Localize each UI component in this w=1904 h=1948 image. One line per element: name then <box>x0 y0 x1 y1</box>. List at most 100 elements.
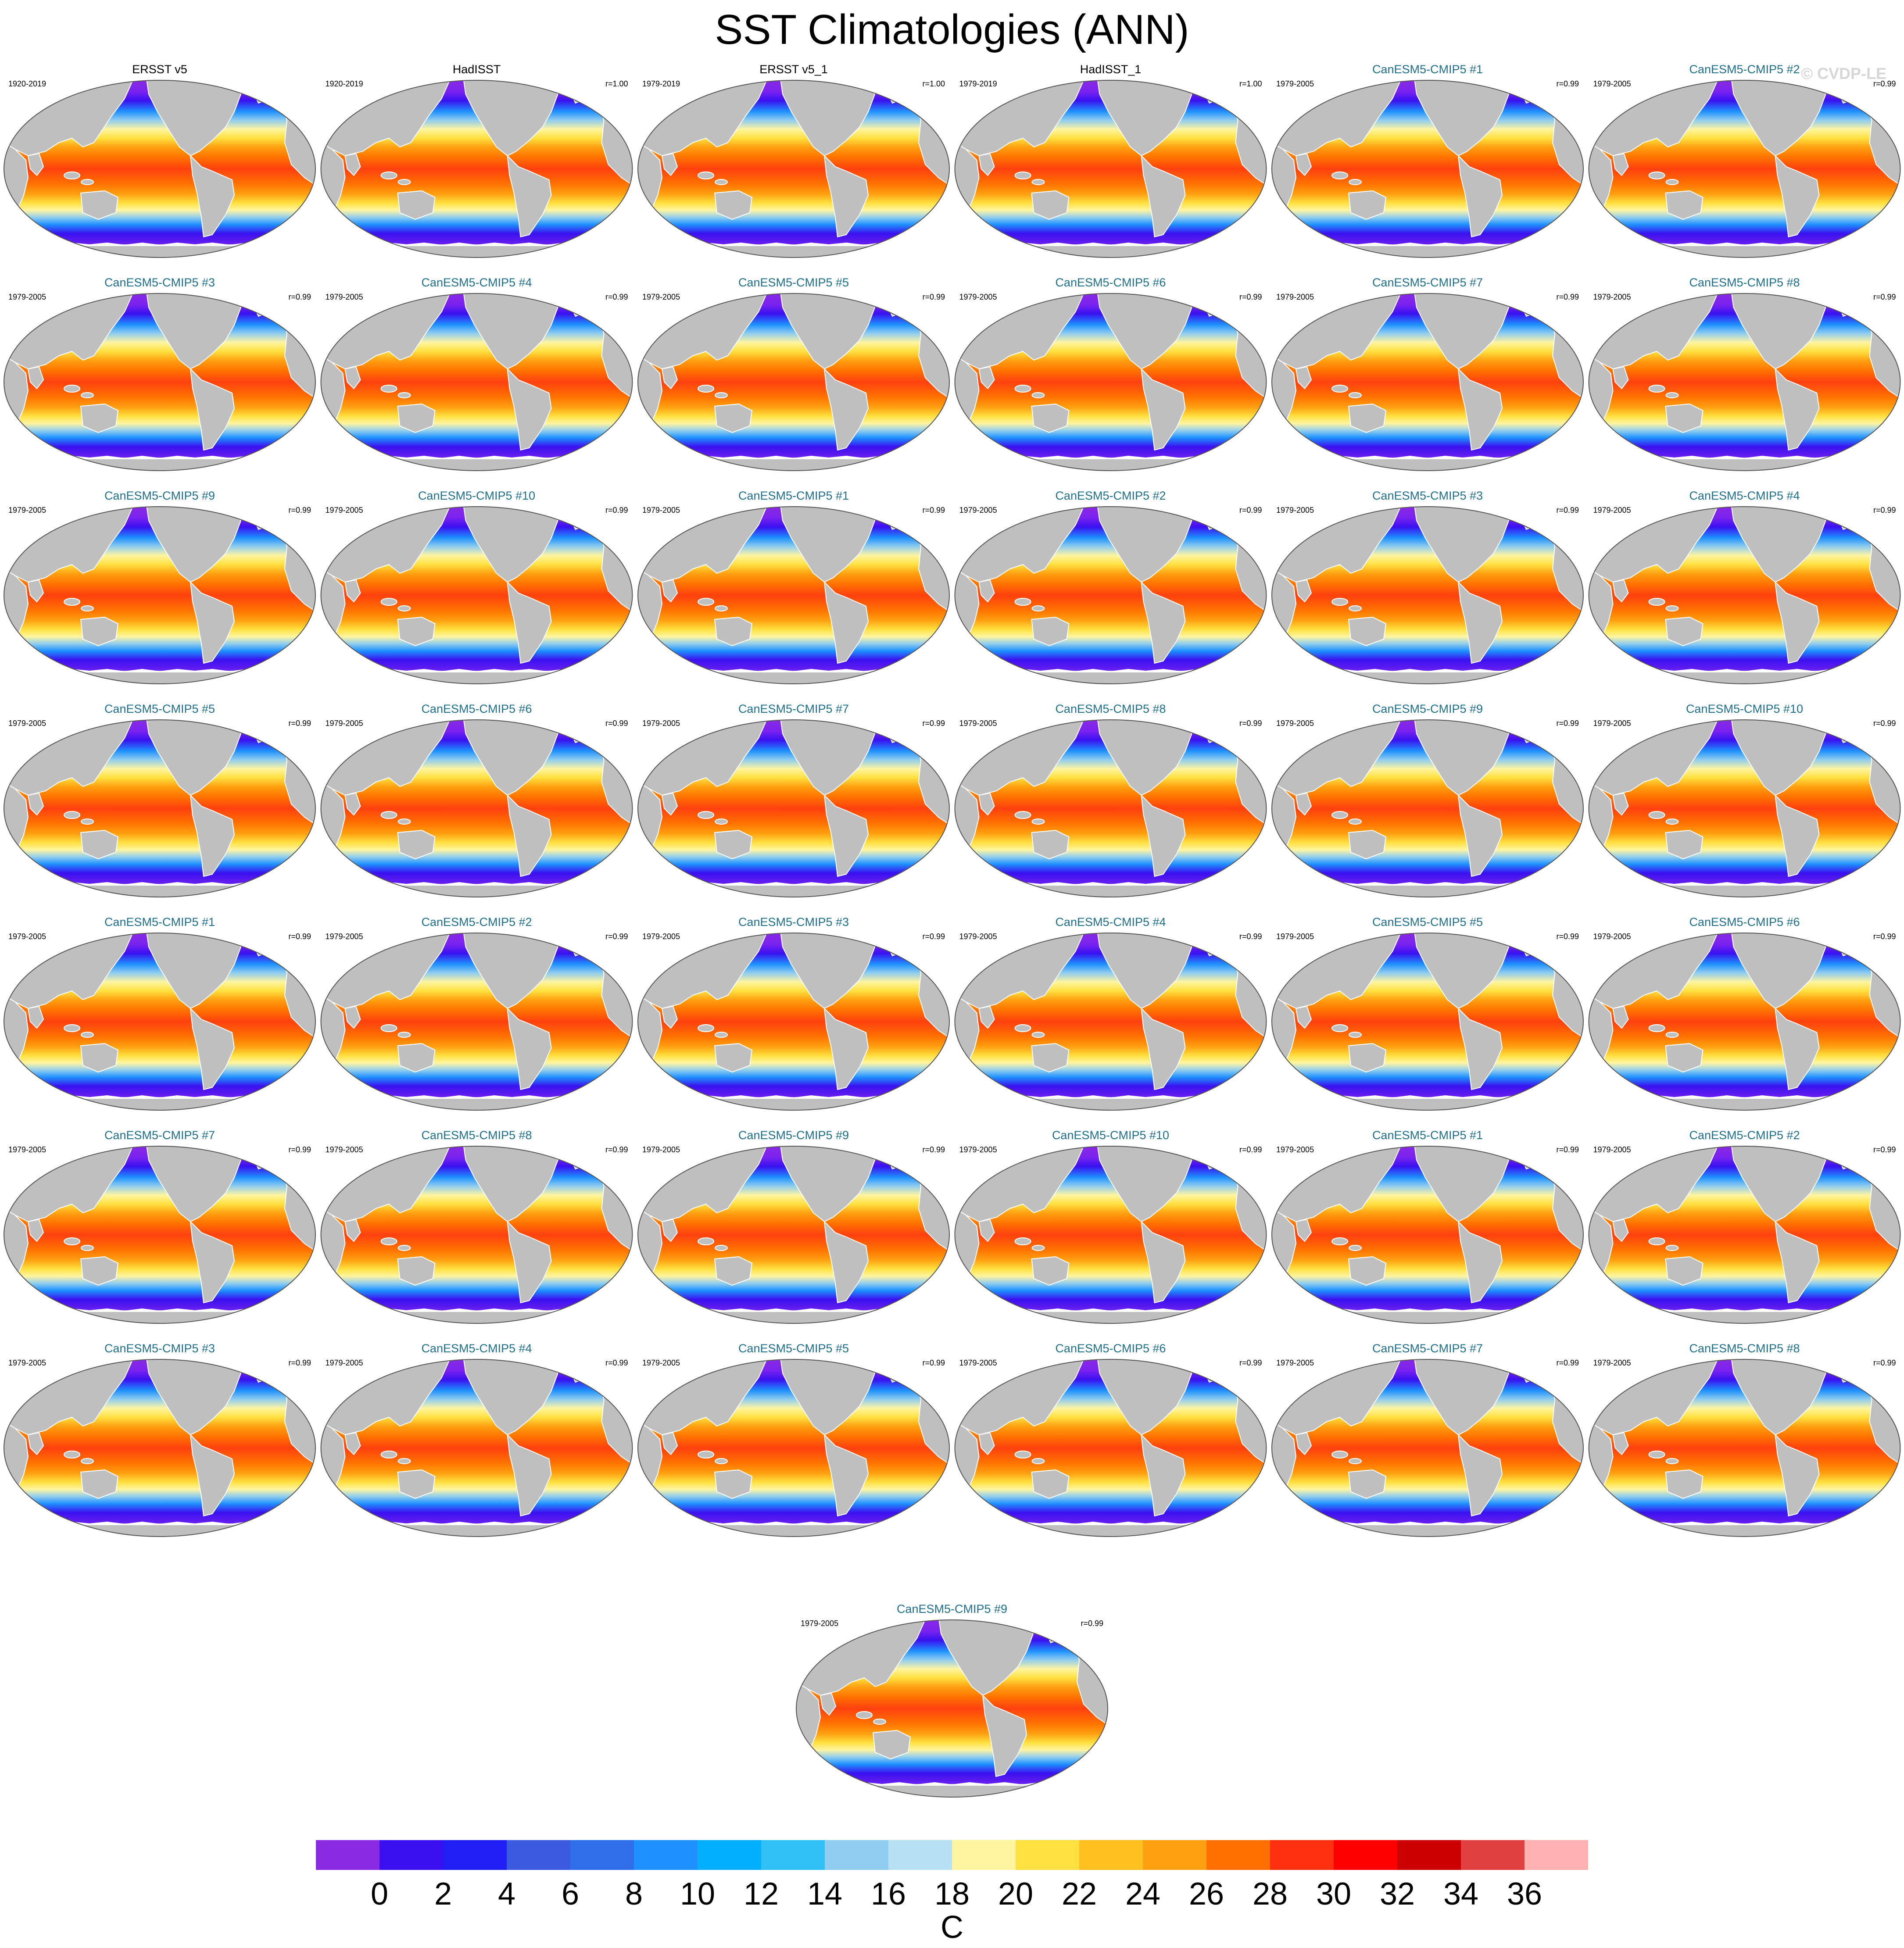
colorbar-swatch <box>1206 1840 1270 1870</box>
panel-title: CanESM5-CMIP5 #4 <box>421 276 532 289</box>
sst-map <box>1270 718 1585 901</box>
panel-title: CanESM5-CMIP5 #4 <box>1689 489 1800 502</box>
panel-correlation: r=0.99 <box>1873 719 1896 728</box>
panel-period: 1979-2005 <box>801 1619 838 1628</box>
colorbar-tick-label: 16 <box>871 1877 906 1912</box>
map-panel: CanESM5-CMIP5 #5 1979-2005 r=0.99 <box>2 702 318 901</box>
colorbar-tick-label: 6 <box>562 1877 579 1912</box>
sst-map <box>636 79 952 262</box>
colorbar-tick-label: 18 <box>934 1877 970 1912</box>
panel-correlation: r=0.99 <box>1556 293 1579 301</box>
sst-map <box>2 1358 318 1541</box>
panel-title: CanESM5-CMIP5 #5 <box>738 1342 849 1355</box>
panel-period: 1979-2005 <box>1276 293 1314 301</box>
sst-map <box>2 79 318 262</box>
panel-period: 1979-2005 <box>326 719 363 728</box>
map-panel: CanESM5-CMIP5 #8 1979-2005 r=0.99 <box>953 702 1269 901</box>
map-panel: CanESM5-CMIP5 #2 1979-2005 r=0.99 <box>1587 1129 1903 1328</box>
panel-title: CanESM5-CMIP5 #7 <box>104 1129 215 1142</box>
sst-map <box>1270 1358 1585 1541</box>
sst-map <box>953 718 1269 901</box>
panel-period: 1979-2005 <box>642 293 680 301</box>
panel-period: 1979-2005 <box>1276 719 1314 728</box>
panel-title: ERSST v5 <box>132 63 187 76</box>
sst-map <box>2 1145 318 1328</box>
panel-title: CanESM5-CMIP5 #8 <box>1055 702 1166 715</box>
map-panel: CanESM5-CMIP5 #5 1979-2005 r=0.99 <box>636 1342 952 1541</box>
panel-title: CanESM5-CMIP5 #9 <box>1372 702 1483 715</box>
panel-period: 1979-2005 <box>8 719 46 728</box>
panel-title: CanESM5-CMIP5 #6 <box>1689 915 1800 929</box>
panel-period: 1979-2005 <box>1276 1145 1314 1154</box>
map-panel: CanESM5-CMIP5 #3 1979-2005 r=0.99 <box>2 1342 318 1541</box>
panel-period: 1979-2005 <box>8 932 46 941</box>
panel-period: 1979-2005 <box>326 1145 363 1154</box>
colorbar-swatch <box>825 1840 888 1870</box>
colorbar-swatch <box>698 1840 761 1870</box>
map-panel: CanESM5-CMIP5 #7 1979-2005 r=0.99 <box>1270 276 1585 475</box>
colorbar-swatch <box>1016 1840 1079 1870</box>
sst-map <box>1587 932 1903 1115</box>
map-panel: CanESM5-CMIP5 #4 1979-2005 r=0.99 <box>319 276 635 475</box>
panel-correlation: r=0.99 <box>1556 932 1579 941</box>
panel-title: CanESM5-CMIP5 #3 <box>1372 489 1483 502</box>
sst-map <box>1587 505 1903 688</box>
colorbar-swatch <box>1525 1840 1588 1870</box>
figure-title: SST Climatologies (ANN) <box>715 6 1189 53</box>
panel-title: CanESM5-CMIP5 #3 <box>104 1342 215 1355</box>
sst-map <box>953 932 1269 1115</box>
map-panel: CanESM5-CMIP5 #4 1979-2005 r=0.99 <box>953 915 1269 1115</box>
colorbar-swatch <box>507 1840 570 1870</box>
panel-title: CanESM5-CMIP5 #8 <box>1689 1342 1800 1355</box>
panel-period: 1979-2005 <box>326 506 363 515</box>
map-panel: CanESM5-CMIP5 #4 1979-2005 r=0.99 <box>1587 489 1903 688</box>
colorbar-swatch <box>888 1840 952 1870</box>
map-panel: ERSST v5_1 1979-2019 r=1.00 <box>636 63 952 262</box>
panel-correlation: r=0.99 <box>922 293 945 301</box>
panel-correlation: r=0.99 <box>1873 932 1896 941</box>
sst-map <box>953 1145 1269 1328</box>
panel-period: 1979-2005 <box>326 932 363 941</box>
colorbar-swatch <box>952 1840 1016 1870</box>
panel-title: CanESM5-CMIP5 #5 <box>1372 915 1483 929</box>
colorbar-tick-label: 26 <box>1189 1877 1224 1912</box>
panel-title: HadISST_1 <box>1080 63 1142 76</box>
colorbar-tick-label: 34 <box>1443 1877 1478 1912</box>
map-panel: CanESM5-CMIP5 #9 1979-2005 r=0.99 <box>794 1602 1110 1801</box>
colorbar-swatch <box>379 1840 443 1870</box>
panel-correlation: r=0.99 <box>1873 79 1896 88</box>
colorbar-swatch <box>761 1840 825 1870</box>
panel-correlation: r=0.99 <box>1556 1358 1579 1367</box>
colorbar-tick-label: 28 <box>1253 1877 1288 1912</box>
colorbar-swatch <box>1334 1840 1397 1870</box>
panel-period: 1979-2005 <box>1593 293 1631 301</box>
map-panel: CanESM5-CMIP5 #10 1979-2005 r=0.99 <box>953 1129 1269 1328</box>
panel-period: 1979-2005 <box>642 1358 680 1367</box>
sst-map <box>2 292 318 475</box>
panel-correlation: r=0.99 <box>1556 506 1579 515</box>
panel-title: CanESM5-CMIP5 #8 <box>421 1129 532 1142</box>
sst-map <box>1587 718 1903 901</box>
panel-title: CanESM5-CMIP5 #2 <box>1689 63 1800 76</box>
colorbar-swatch <box>1270 1840 1334 1870</box>
panel-correlation: r=0.99 <box>1239 293 1262 301</box>
panel-title: CanESM5-CMIP5 #10 <box>1052 1129 1169 1142</box>
panel-title: CanESM5-CMIP5 #9 <box>738 1129 849 1142</box>
colorbar-swatch <box>1143 1840 1206 1870</box>
colorbar-swatch <box>1397 1840 1461 1870</box>
panel-period: 1979-2005 <box>959 719 997 728</box>
panel-period: 1979-2005 <box>1276 79 1314 88</box>
panel-period: 1979-2005 <box>1276 932 1314 941</box>
panel-period: 1979-2005 <box>1593 719 1631 728</box>
map-panel: CanESM5-CMIP5 #7 1979-2005 r=0.99 <box>2 1129 318 1328</box>
panel-correlation: r=0.99 <box>922 719 945 728</box>
map-panel: CanESM5-CMIP5 #2 1979-2005 r=0.99 <box>1587 63 1903 262</box>
panel-period: 1979-2005 <box>1276 1358 1314 1367</box>
panel-period: 1979-2005 <box>959 1358 997 1367</box>
sst-map <box>1270 292 1585 475</box>
map-panel: CanESM5-CMIP5 #10 1979-2005 r=0.99 <box>1587 702 1903 901</box>
panel-correlation: r=0.99 <box>922 506 945 515</box>
map-panel: CanESM5-CMIP5 #9 1979-2005 r=0.99 <box>2 489 318 688</box>
panel-period: 1979-2005 <box>1276 506 1314 515</box>
